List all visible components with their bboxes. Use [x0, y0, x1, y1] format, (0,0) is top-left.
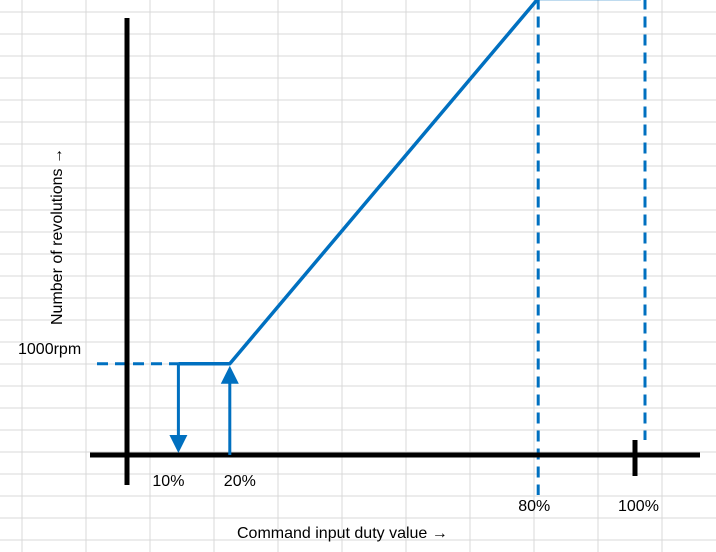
- y-axis-title: Number of revolutions →: [49, 148, 66, 325]
- arrow-up-head: [220, 365, 239, 384]
- arrow-down-head: [169, 435, 188, 453]
- hysteresis-arrows: [169, 363, 239, 455]
- x-tick-label-20: 20%: [223, 473, 256, 490]
- x-tick-label-100: 100%: [618, 498, 659, 515]
- x-tick-label-10: 10%: [152, 473, 185, 490]
- series-line: [178, 0, 641, 366]
- guide-lines: [97, 0, 647, 495]
- y-tick-label-1000rpm: 1000rpm: [18, 340, 82, 358]
- series: [178, 0, 641, 366]
- axes: [90, 18, 700, 485]
- x-tick-label-80: 80%: [518, 498, 551, 515]
- x-axis-title: Command input duty value →: [237, 525, 448, 542]
